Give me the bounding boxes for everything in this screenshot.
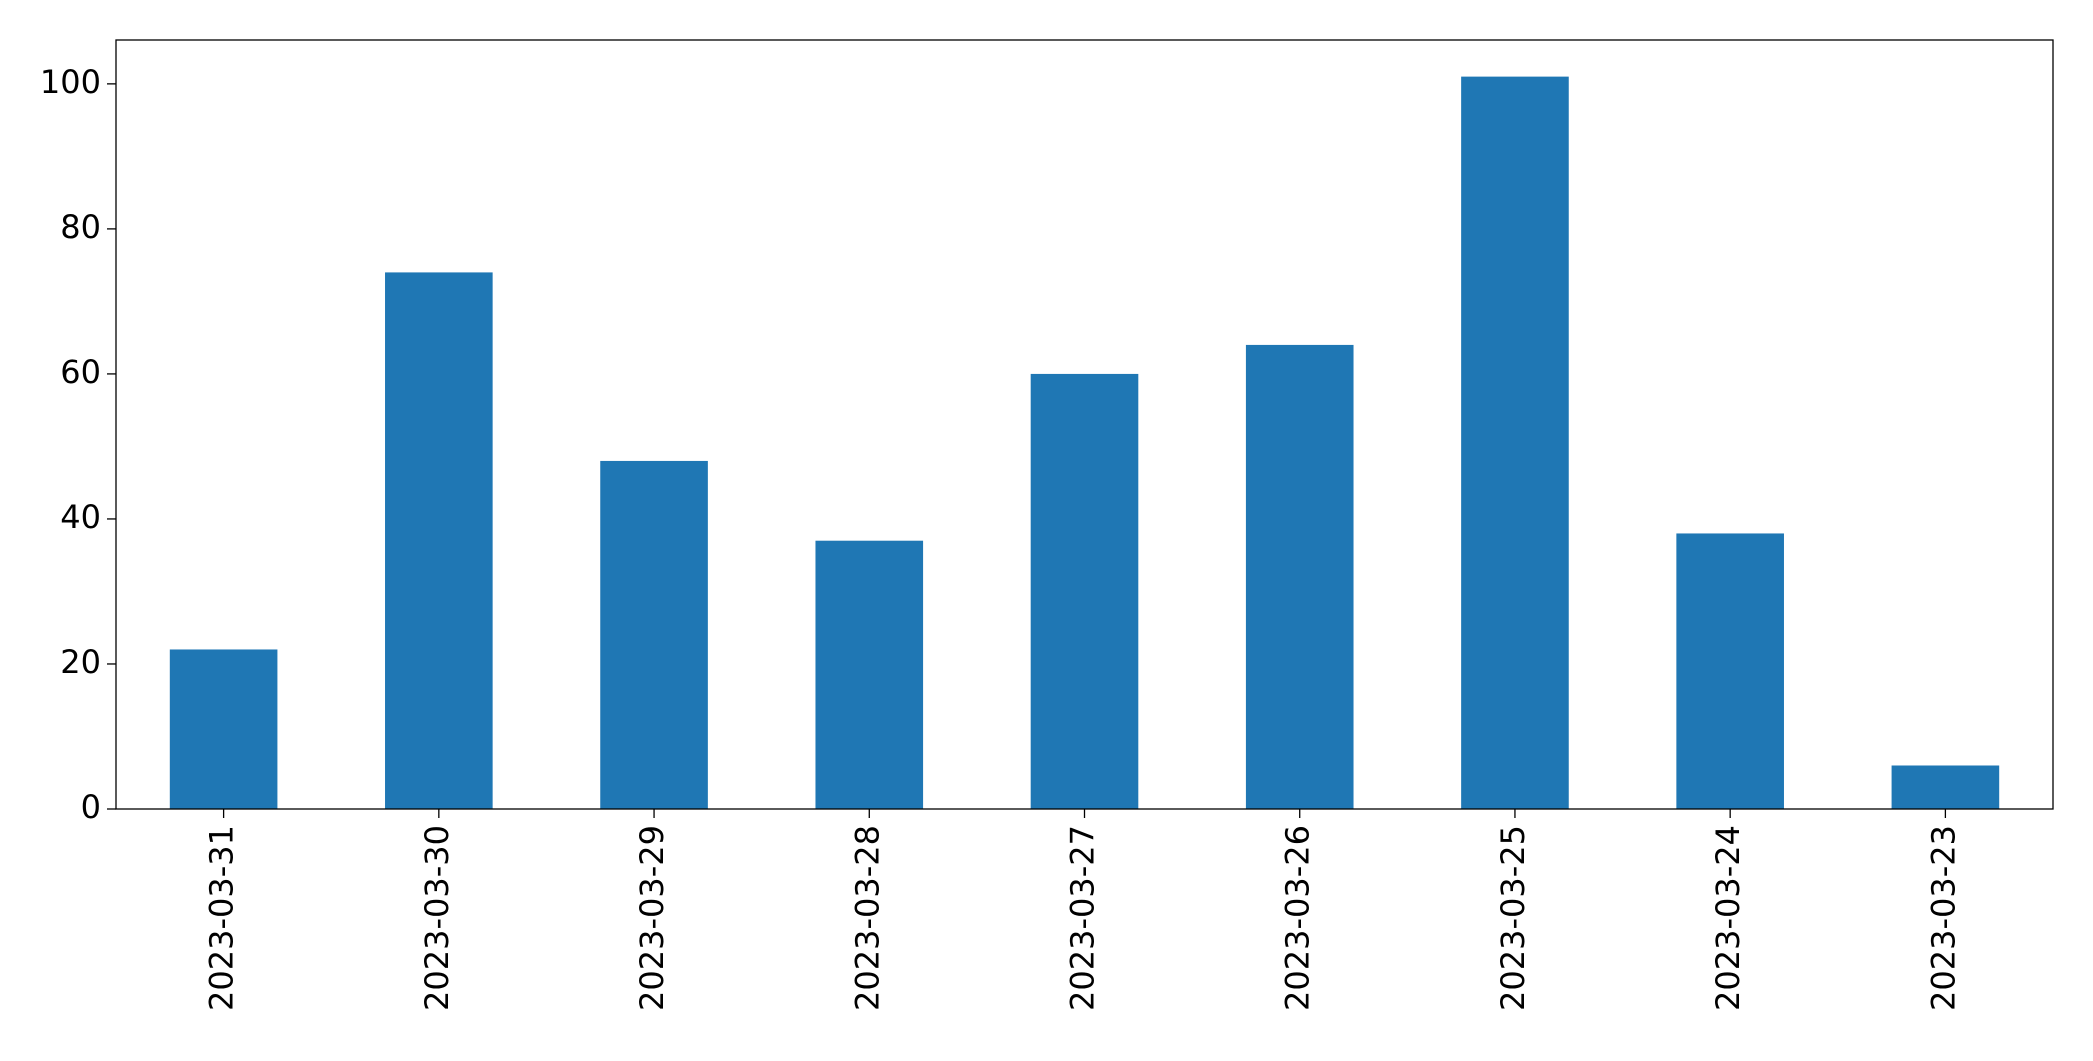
y-tick-label: 20: [60, 643, 101, 681]
y-tick-label: 100: [40, 63, 101, 101]
x-tick-label: 2023-03-24: [1709, 825, 1747, 1011]
x-tick-label: 2023-03-28: [848, 825, 886, 1011]
bar: [815, 540, 924, 809]
y-tick-label: 0: [81, 788, 101, 826]
bar: [1030, 373, 1139, 809]
bar: [600, 460, 708, 809]
x-tick-label: 2023-03-30: [418, 825, 456, 1011]
y-tick-label: 60: [60, 353, 101, 391]
bar: [1245, 344, 1354, 809]
bar: [1891, 765, 2000, 809]
bar: [1676, 533, 1784, 809]
y-tick-label: 80: [60, 208, 101, 246]
x-tick-label: 2023-03-25: [1494, 825, 1532, 1011]
bar: [385, 272, 493, 809]
x-tick-label: 2023-03-23: [1924, 825, 1962, 1011]
x-tick-label: 2023-03-27: [1064, 825, 1102, 1011]
bar: [169, 649, 278, 809]
x-tick-label: 2023-03-31: [203, 825, 241, 1011]
x-tick-label: 2023-03-29: [633, 825, 671, 1011]
plot-frame: [115, 39, 2054, 810]
bar: [1461, 76, 1569, 810]
y-tick-label: 40: [60, 498, 101, 536]
x-tick-label: 2023-03-26: [1279, 825, 1317, 1011]
